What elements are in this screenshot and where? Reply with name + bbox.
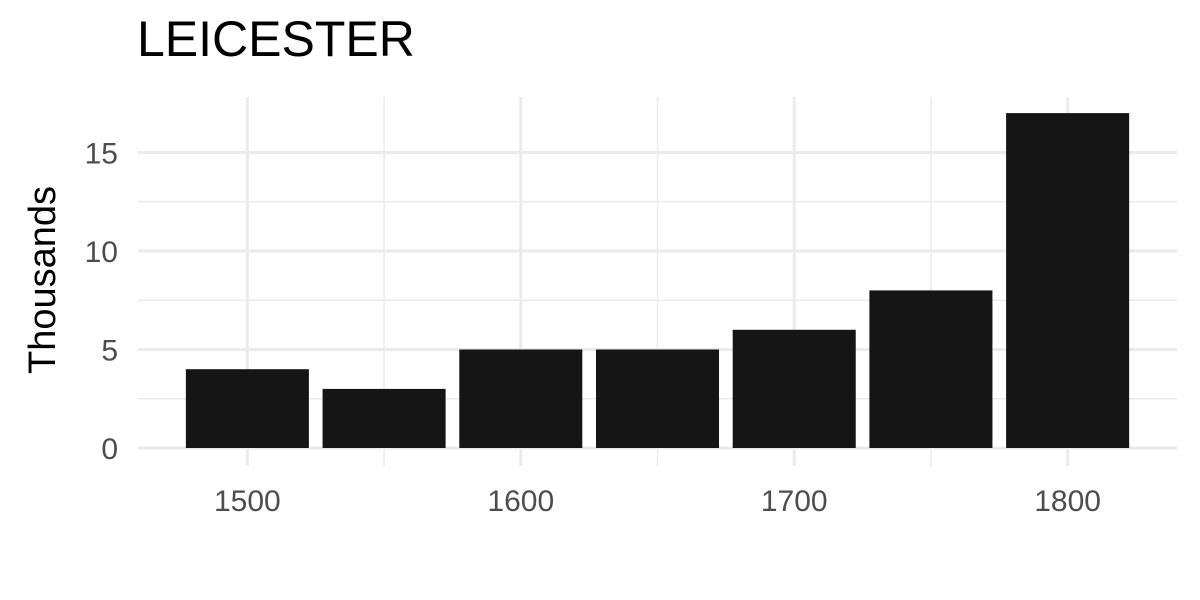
- bar-1750: [869, 290, 993, 448]
- x-tick-label: 1600: [487, 485, 554, 518]
- bar-1550: [322, 388, 446, 448]
- y-tick-label: 10: [85, 236, 118, 269]
- y-axis-title: Thousands: [22, 186, 64, 374]
- y-tick-label: 0: [101, 433, 118, 466]
- y-tick-label: 15: [85, 138, 118, 171]
- bar-1600: [459, 349, 583, 448]
- bars: [185, 113, 1130, 448]
- bar-1700: [732, 329, 856, 448]
- bar-1500: [185, 369, 309, 448]
- chart-title: LEICESTER: [137, 11, 415, 67]
- y-tick-label: 5: [101, 335, 118, 368]
- x-tick-label: 1700: [761, 485, 828, 518]
- x-axis-ticks: 1500 1600 1700 1800: [214, 485, 1101, 518]
- bar-1800: [1006, 113, 1130, 448]
- y-axis-ticks: 0 5 10 15: [85, 138, 118, 467]
- x-tick-label: 1800: [1034, 485, 1101, 518]
- bar-1650: [595, 349, 720, 448]
- x-tick-label: 1500: [214, 485, 281, 518]
